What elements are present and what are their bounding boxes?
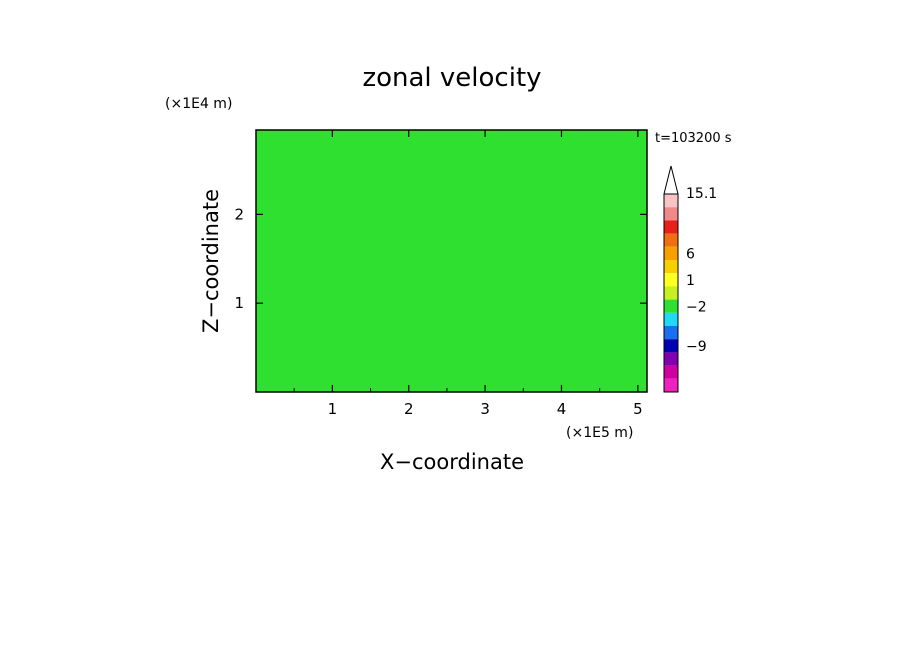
- colorbar-tick-label: 15.1: [686, 186, 717, 202]
- colorbar-segment: [664, 312, 678, 326]
- colorbar-segment: [664, 339, 678, 353]
- plot-frame: [255, 129, 648, 393]
- colorbar-segment: [664, 233, 678, 247]
- time-label: t=103200 s: [655, 131, 732, 146]
- heatmap-field: [256, 130, 647, 392]
- x-tick-label: 5: [633, 400, 643, 418]
- colorbar-tick-label: 1: [686, 273, 695, 289]
- x-tick-label: 3: [480, 400, 490, 418]
- colorbar-segment: [664, 365, 678, 379]
- y-tick-label: 2: [234, 205, 244, 223]
- colorbar-tick-label: −9: [686, 339, 707, 355]
- colorbar-tick-label: 6: [686, 247, 695, 263]
- colorbar-segment: [664, 352, 678, 366]
- colorbar-segment: [664, 299, 678, 313]
- colorbar-segment: [664, 246, 678, 260]
- colorbar-segment: [664, 207, 678, 221]
- colorbar-segment: [664, 220, 678, 234]
- y-axis: 12: [234, 205, 647, 312]
- colorbar-segment: [664, 326, 678, 340]
- x-tick-label: 2: [404, 400, 414, 418]
- colorbar-segment: [664, 273, 678, 287]
- x-tick-label: 4: [557, 400, 567, 418]
- colorbar-tick-label: −2: [686, 300, 707, 316]
- colorbar-extend-arrow: [663, 165, 679, 195]
- colorbar-frame: [663, 193, 679, 393]
- colorbar-segment: [664, 378, 678, 392]
- colorbar-segment: [664, 194, 678, 208]
- y-scale-note: (×1E4 m): [165, 96, 232, 112]
- x-axis: 1 2 3 4 5: [293, 130, 643, 418]
- x-scale-note: (×1E5 m): [566, 425, 633, 441]
- colorbar: 15.1 6 1 −2 −9: [663, 165, 717, 393]
- x-axis-label: X−coordinate: [380, 450, 524, 474]
- chart-title: zonal velocity: [362, 63, 541, 93]
- y-tick-label: 1: [234, 294, 244, 312]
- colorbar-segment: [664, 260, 678, 274]
- y-axis-label: Z−coordinate: [199, 189, 223, 333]
- x-tick-label: 1: [328, 400, 338, 418]
- field-region-green: [256, 130, 647, 392]
- colorbar-segment: [664, 286, 678, 300]
